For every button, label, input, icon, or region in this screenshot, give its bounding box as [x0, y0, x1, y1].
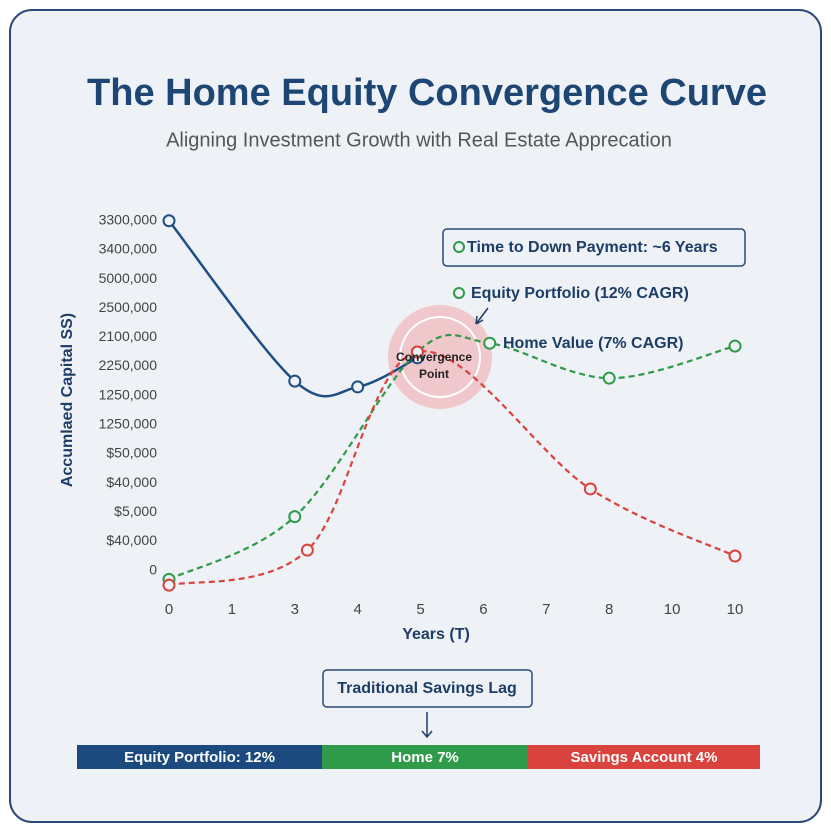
y-tick-label: 2250,000 — [99, 357, 158, 373]
y-tick-label: 5000,000 — [99, 270, 158, 286]
point — [162, 214, 176, 228]
x-tick-label: 6 — [479, 601, 487, 618]
annotation: Traditional Savings Lag — [337, 680, 517, 697]
annotation-arrow — [475, 307, 489, 325]
x-tick-label: 10 — [727, 601, 744, 618]
y-tick-label: $40,000 — [106, 474, 157, 490]
bar-segment — [77, 745, 322, 769]
annotation-box — [442, 228, 746, 267]
point — [288, 374, 302, 388]
x-tick-label: 3 — [291, 601, 299, 618]
x-tick-label: 0 — [165, 601, 173, 618]
y-tick-label: $5,000 — [114, 503, 157, 519]
y-tick-label: 3400,000 — [99, 241, 158, 257]
annotation: Home Value (7% CAGR) — [503, 335, 683, 352]
bottom-bar: Equity Portfolio: 12% Home 7% Savings Acco… — [77, 745, 760, 769]
annotation: Time to Down Payment: ~6 Years — [467, 239, 718, 256]
x-tick-label: 1 — [228, 601, 236, 618]
y-axis-label: Accumlaed Capital SS) — [59, 313, 76, 487]
x-tick-label: 10 — [664, 601, 681, 618]
y-tick-label: 1250,000 — [99, 386, 158, 402]
point — [351, 380, 365, 394]
point — [162, 578, 176, 592]
annotation: Equity Portfolio (12% CAGR) — [471, 285, 689, 302]
y-tick-label: 1250,000 — [99, 416, 158, 432]
x-tick-label: 5 — [416, 601, 424, 618]
line — [168, 333, 736, 581]
annotation-arrow — [421, 712, 433, 739]
y-tick-label: $50,000 — [106, 445, 157, 461]
convergence-label: Point — [419, 367, 449, 381]
convergence-label: Convergence — [396, 350, 472, 364]
y-tick-label: 2500,000 — [99, 299, 158, 315]
point — [288, 510, 302, 524]
point — [483, 336, 497, 350]
y-tick-label: 0 — [149, 561, 157, 577]
bar-segment-label: Savings Account 4% — [571, 749, 718, 766]
chart-subtitle: Aligning Investment Growth with Real Est… — [166, 129, 672, 151]
bar-segment-label: Home 7% — [391, 749, 459, 766]
y-tick-label: 3300,000 — [99, 211, 158, 227]
x-tick-label: 4 — [353, 601, 361, 618]
plot: 0$40,000$5,000$40,000$50,0001250,0001250… — [99, 211, 744, 618]
chart-title: The Home Equity Convergence Curve — [87, 72, 767, 114]
bar-segment-label: Equity Portfolio: 12% — [124, 749, 275, 766]
bar-segment — [322, 745, 528, 769]
annotation-icon — [453, 287, 465, 299]
y-tick-label: 2100,000 — [99, 328, 158, 344]
x-tick-label: 8 — [605, 601, 613, 618]
point — [602, 371, 616, 385]
frame — [9, 9, 822, 823]
convergence-glow — [388, 305, 492, 409]
annotation-icon — [453, 241, 465, 253]
point — [410, 345, 424, 359]
annotation-box — [322, 669, 533, 708]
point — [728, 339, 742, 353]
y-tick-label: $40,000 — [106, 532, 157, 548]
point — [728, 549, 742, 563]
point — [583, 482, 597, 496]
point — [300, 543, 314, 557]
line — [168, 219, 418, 398]
bar-segment — [528, 745, 760, 769]
convergence-ring — [399, 316, 481, 398]
x-tick-label: 7 — [542, 601, 550, 618]
x-axis-label: Years (T) — [402, 626, 470, 643]
